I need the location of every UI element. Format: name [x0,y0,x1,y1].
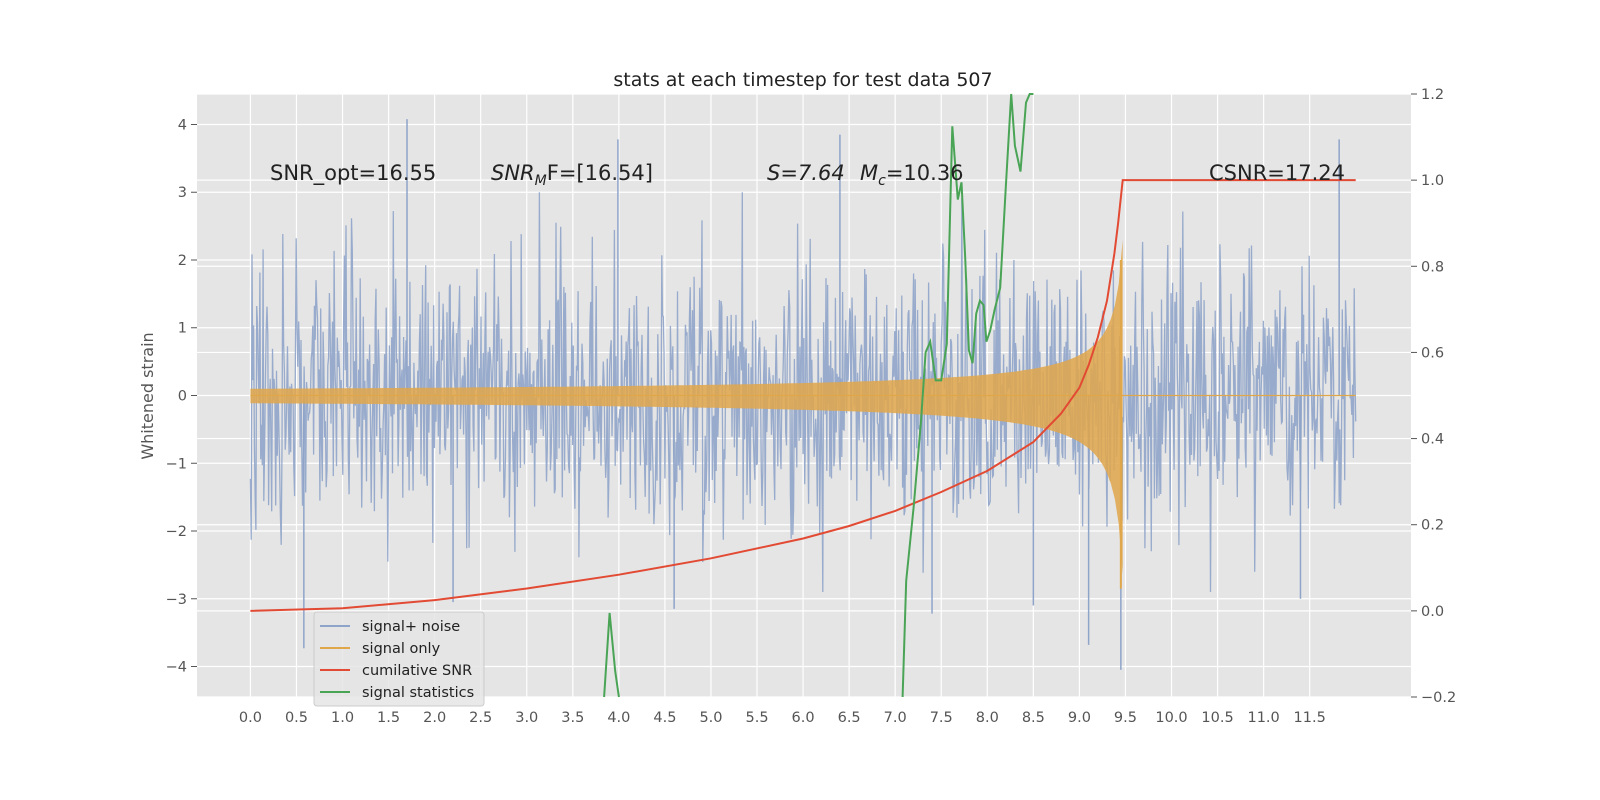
annotations: SNR_opt=16.55 SNRMF=[16.54] S=7.64 Mc=10… [270,161,1345,189]
x-tick-label: 2.5 [469,710,492,726]
snr-mf-rest: F=[16.54] [547,161,653,185]
signal-noise-line [249,192,1357,593]
x-tick-label: 9.5 [1114,710,1137,726]
x-tick-label: 11.0 [1247,710,1279,726]
x-tick-label: 8.5 [1022,710,1045,726]
y-tick-label: 4 [178,117,187,133]
s-annotation: S=7.64 [767,161,845,185]
y2-tick-label: 0.8 [1421,259,1444,275]
x-tick-label: 6.5 [838,710,861,726]
x-tick-label: 11.5 [1294,710,1326,726]
x-tick-label: 1.5 [377,710,400,726]
y-tick-label: −1 [166,456,187,472]
y2-tick-label: 1.0 [1421,173,1444,189]
legend-label-signal-noise: signal+ noise [362,619,460,635]
y2-tick-label: −0.2 [1421,690,1456,706]
y2-tick-label: 0.6 [1421,345,1444,361]
y-tick-label: 3 [178,185,187,201]
x-tick-label: 6.0 [792,710,815,726]
legend-label-signal-only: signal only [362,641,441,657]
legend: signal+ noise signal only cumilative SNR… [313,611,485,707]
legend-box [313,611,485,707]
x-tick-label: 1.0 [331,710,354,726]
snr-mf-annotation: SNRMF=[16.54] [491,161,653,189]
x-tick-label: 4.5 [653,710,676,726]
axis-ticks: 0.0 0.5 1.0 1.5 2.0 2.5 3.0 3.5 4.0 4.5 5.0 5.5 6.0 6… [166,87,1457,726]
x-tick-label: 3.5 [561,710,584,726]
mc-base: M [860,161,878,185]
y-tick-label: −4 [166,660,187,676]
x-tick-label: 7.5 [930,710,953,726]
y-axis-label: Whitened strain [138,332,157,459]
mc-annotation: Mc=10.36 [860,161,964,189]
y2-tick-label: 0.0 [1421,604,1444,620]
signal-statistics-line [603,612,620,698]
x-tick-label: 9.0 [1068,710,1091,726]
y2-tick-label: 1.2 [1421,87,1444,103]
snr-mf-base: SNR [491,161,535,185]
x-tick-label: 3.0 [515,710,538,726]
x-tick-label: 5.0 [699,710,722,726]
x-tick-label: 10.5 [1201,710,1233,726]
signal-only-series [250,239,1356,589]
mc-sub: c [878,173,886,189]
x-tick-label: 0.0 [239,710,262,726]
statistics-lines [250,93,1356,698]
mc-rest: =10.36 [886,161,964,185]
y2-tick-label: 0.2 [1421,518,1444,534]
chart-title: stats at each timestep for test data 507 [613,69,992,91]
x-tick-label: 8.0 [976,710,999,726]
signal-only-envelope [250,239,1123,575]
x-tick-label: 10.0 [1155,710,1187,726]
y2-tick-label: 0.4 [1421,432,1444,448]
snr-mf-sub: M [535,173,547,189]
x-tick-label: 4.0 [607,710,630,726]
y-tick-label: −2 [166,524,187,540]
legend-label-cumulative-snr: cumilative SNR [362,663,472,679]
x-tick-label: 2.0 [423,710,446,726]
snr-opt-annotation: SNR_opt=16.55 [270,161,436,186]
y-tick-label: 1 [178,321,187,337]
x-tick-label: 7.0 [884,710,907,726]
y-tick-label: −3 [166,592,187,608]
cumulative-snr-line [250,179,1356,612]
y-tick-label: 2 [178,253,187,269]
x-tick-label: 5.5 [745,710,768,726]
csnr-annotation: CSNR=17.24 [1209,161,1345,185]
x-tick-label: 0.5 [285,710,308,726]
legend-label-signal-statistics: signal statistics [362,685,474,701]
y-tick-label: 0 [178,389,187,405]
signal-statistics-line [901,93,1034,698]
